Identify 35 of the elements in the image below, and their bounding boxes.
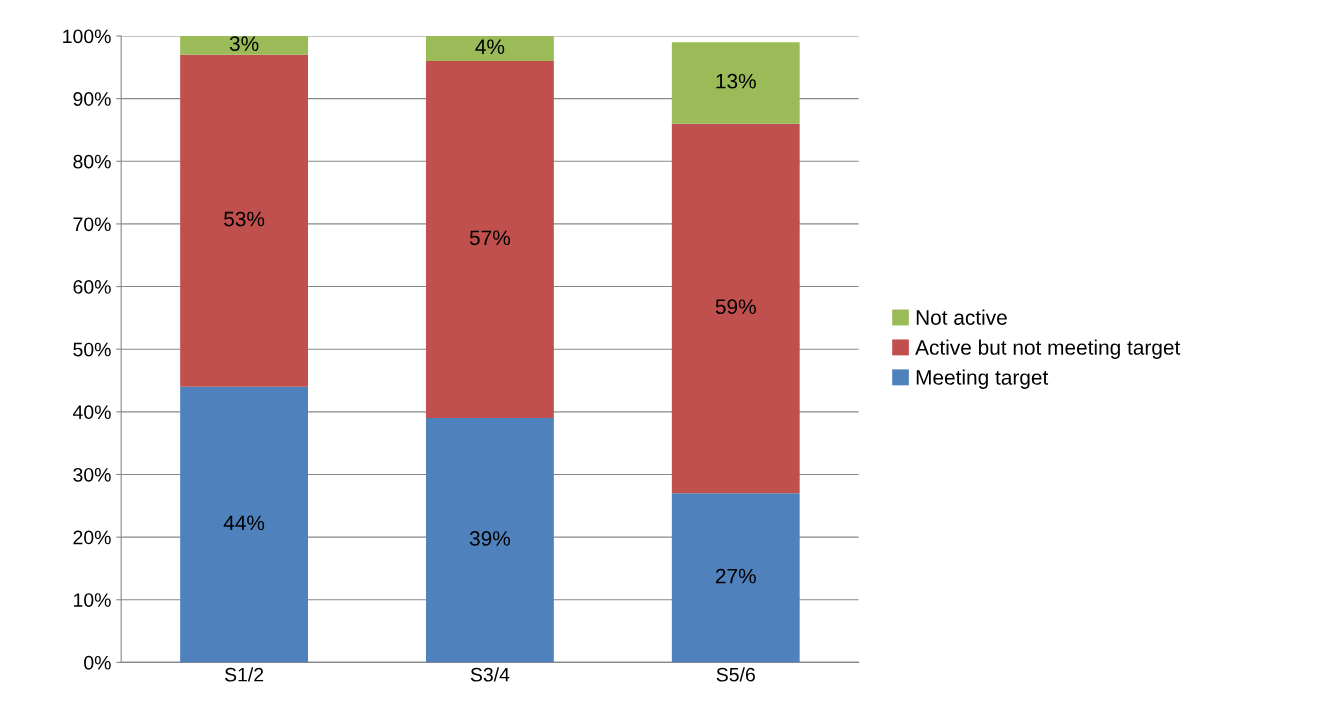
y-tick-label: 70% — [73, 217, 111, 232]
y-tick-label: 40% — [72, 405, 111, 420]
data-label: 13% — [716, 73, 756, 89]
y-tick-label: 90% — [73, 92, 111, 106]
bar — [180, 54, 308, 387]
bar — [671, 493, 800, 663]
x-tick-label: S3/4 — [470, 667, 510, 682]
legend-label: Not active — [916, 309, 1007, 325]
bar — [426, 418, 554, 663]
data-label: 53% — [224, 211, 265, 227]
y-tick-label: 30% — [73, 467, 111, 482]
data-label: 27% — [715, 568, 756, 584]
bar — [426, 36, 554, 62]
y-tick-label: 0% — [84, 655, 111, 670]
data-label: 4% — [475, 39, 505, 55]
x-tick-label: S1/2 — [224, 667, 264, 682]
data-label: 39% — [469, 531, 511, 546]
x-tick-label: S5/6 — [716, 667, 755, 682]
y-tick-label: 60% — [73, 280, 111, 294]
y-tick-label: 20% — [73, 530, 111, 545]
legend-label: Active but not meeting target — [915, 339, 1181, 359]
data-label: 57% — [469, 230, 511, 246]
y-tick-label: 100% — [63, 29, 111, 44]
y-tick-label: 80% — [73, 154, 111, 169]
data-label: 44% — [223, 515, 265, 531]
bar — [671, 42, 800, 124]
bar — [426, 61, 554, 419]
bar — [180, 36, 308, 55]
data-label: 3% — [229, 36, 259, 51]
data-label: 59% — [715, 299, 756, 315]
bar — [671, 123, 800, 494]
y-tick-label: 50% — [73, 342, 111, 357]
legend-label: Meeting target — [916, 369, 1049, 389]
bar — [180, 386, 308, 663]
y-tick-label: 10% — [74, 593, 111, 607]
